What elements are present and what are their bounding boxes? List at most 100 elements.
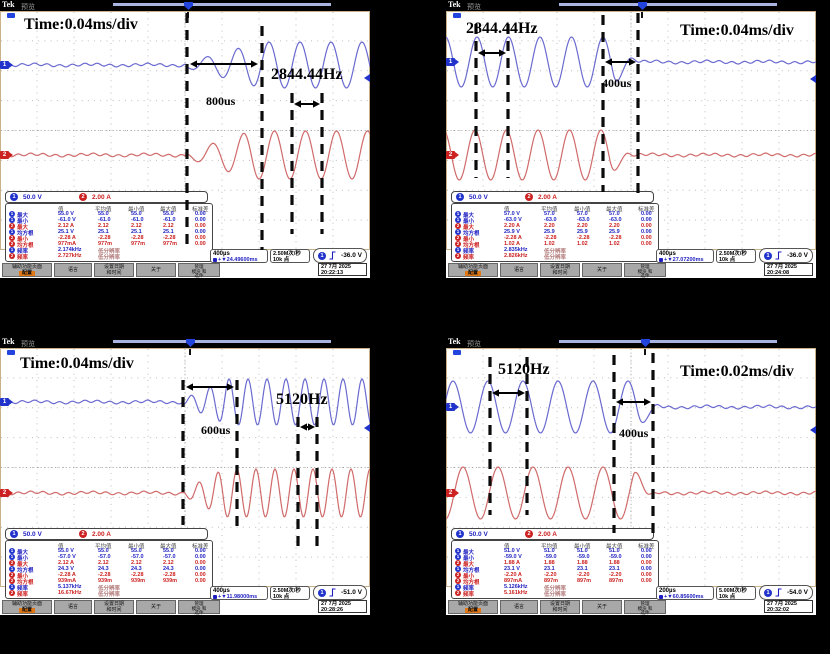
measurement-value: 低分辨率 — [544, 592, 567, 598]
channel-2-badge: 2 — [455, 572, 461, 578]
measurement-value: 0.00 — [195, 223, 206, 229]
menu-button-set-date-time[interactable]: 设置日期 和时间 — [540, 600, 580, 614]
measurement-value: 977m — [131, 241, 146, 247]
menu-button-language[interactable]: 语言 — [54, 600, 92, 614]
channel-2-badge: 2 — [455, 235, 461, 241]
menu-button-set-date-time[interactable]: 设置日期 和时间 — [94, 263, 134, 277]
measurement-value: -57.0 V — [58, 554, 76, 560]
menu-button-set-date-time[interactable]: 设置日期 和时间 — [94, 600, 134, 614]
menu-button-manage-label-3: 选件 — [640, 610, 650, 615]
horizontal-position-value: +▼24.49600ms — [218, 257, 258, 263]
table-header-cell: 最大值 — [606, 544, 623, 550]
trigger-source-badge: 1 — [764, 251, 772, 260]
menu-button-language[interactable]: 语言 — [500, 263, 538, 277]
menu-button-about[interactable]: 关于 — [582, 600, 622, 614]
table-header-cell: 标准差 — [192, 207, 209, 213]
measurement-value: 0.00 — [641, 578, 652, 584]
sample-rate-readout: 2.50M次/秒 10k 点 — [270, 586, 310, 600]
date-value: 27 7月 2025 — [767, 264, 797, 270]
measurement-name: 频率 — [463, 586, 475, 592]
measurement-value: 25.1 V — [58, 229, 74, 235]
menu-button-utility[interactable]: 辅助功能页面 配置 — [2, 600, 52, 614]
measurement-value: -61.0 — [163, 217, 176, 223]
menu-button-about[interactable]: 关于 — [582, 263, 622, 277]
measurement-value: -57.0 — [98, 554, 111, 560]
measurement-value: -63.0 — [544, 217, 557, 223]
measurement-name: 频率 — [17, 255, 29, 261]
menu-button-about[interactable]: 关于 — [136, 600, 176, 614]
menu-button-utility-label: 辅助功能页面 — [457, 601, 488, 607]
measurement-value: 977m — [98, 241, 113, 247]
channel-1-scale-label: 50.0 V — [469, 530, 488, 538]
measurement-value: 939mA — [58, 578, 77, 584]
menu-button-date-label-2: 和时间 — [106, 606, 122, 613]
trigger-slope-icon — [329, 251, 336, 260]
measurement-value: -61.0 V — [58, 217, 76, 223]
measurement-value: 1.88 A — [504, 560, 521, 566]
menu-button-utility[interactable]: 辅助功能页面 配置 — [448, 263, 498, 277]
menu-button-manage-modules[interactable]: 管理 模块 和 选件 — [178, 600, 220, 615]
channel-1-badge: 1 — [10, 530, 18, 538]
measurement-value: 2.12 — [163, 223, 174, 229]
menu-button-utility[interactable]: 辅助功能页面 配置 — [448, 600, 498, 614]
table-header-cell: 平均值 — [541, 544, 558, 550]
measurement-value: 977m — [163, 241, 178, 247]
measurement-name: 最小 — [17, 237, 29, 243]
measurement-value: -2.28 — [131, 235, 144, 241]
record-length-value: 10k 点 — [719, 594, 736, 600]
measurement-value: 57.0 — [577, 211, 588, 217]
table-header-cell: 值 — [58, 207, 64, 213]
date-value: 27 7月 2025 — [321, 264, 351, 270]
channel-2-badge: 2 — [9, 235, 15, 241]
measurement-value: 57.0 V — [504, 211, 520, 217]
menu-button-date-label-1: 设置日期 — [549, 601, 570, 607]
menu-button-set-date-time[interactable]: 设置日期 和时间 — [540, 263, 580, 277]
measurement-value: 55.0 — [98, 548, 109, 554]
record-length-value: 10k 点 — [273, 594, 290, 600]
measurement-value: -2.28 A — [58, 235, 76, 241]
channel-1-badge: 1 — [9, 554, 15, 560]
menu-button-manage-modules[interactable]: 管理 模块 和 选件 — [178, 263, 220, 278]
menu-button-about[interactable]: 关于 — [136, 263, 176, 277]
menu-button-language[interactable]: 语言 — [54, 263, 92, 277]
acquisition-mode-label: 预览 — [21, 340, 35, 348]
table-header-cell: 最大值 — [160, 544, 177, 550]
measurement-value: 1.02 A — [504, 241, 521, 247]
channel-1-position-marker: 1 — [446, 58, 459, 66]
menu-button-date-label-1: 设置日期 — [103, 601, 124, 607]
menu-button-manage-modules[interactable]: 管理 模块 和 选件 — [624, 263, 666, 278]
scope-top-bar: Tek 预览 — [446, 337, 816, 349]
table-header-cell: 平均值 — [95, 207, 112, 213]
timebase-readout: 400µs +▼11.98000ms — [210, 586, 268, 600]
menu-button-date-label-2: 和时间 — [106, 269, 122, 276]
measurement-value: 2.12 — [163, 560, 174, 566]
channel-2-position-marker: 2 — [446, 489, 459, 497]
menu-button-manage-label-1: 管理 — [194, 264, 204, 269]
channel-scale-readout: 1 50.0 V 2 2.00 A — [451, 528, 654, 540]
menu-button-utility-label: 辅助功能页面 — [11, 264, 42, 270]
menu-button-config-label: 配置 — [18, 270, 35, 277]
measurement-name: 最大 — [463, 562, 475, 568]
measurement-value: 2.20 A — [504, 223, 521, 229]
timebase-value: 400µs — [659, 251, 676, 257]
timebase-value: 400µs — [213, 588, 230, 594]
trigger-source-badge: 1 — [318, 251, 326, 260]
measurement-value: -2.28 — [98, 235, 111, 241]
measurement-value: 1.02 — [609, 241, 620, 247]
channel-1-badge: 1 — [455, 247, 461, 253]
channel-scale-readout: 1 50.0 V 2 2.00 A — [451, 191, 654, 203]
date-time-display: 27 7月 2025 20:22:13 — [318, 263, 367, 276]
measurement-value: 0.00 — [641, 229, 652, 235]
menu-button-utility[interactable]: 辅助功能页面 配置 — [2, 263, 52, 277]
channel-scale-readout: 1 50.0 V 2 2.00 A — [5, 191, 208, 203]
horizontal-position-value: +▼27.07200ms — [664, 257, 704, 263]
menu-button-manage-modules[interactable]: 管理 模块 和 选件 — [624, 600, 666, 615]
measurement-row: 2 最小 -2.28 A -2.28 -2.28 -2.28 0.00 — [6, 235, 212, 243]
measurement-value: 2.174kHz — [58, 247, 82, 253]
measurement-value: 低分辨率 — [544, 255, 567, 261]
menu-button-manage-label-1: 管理 — [640, 264, 650, 269]
menu-button-language[interactable]: 语言 — [500, 600, 538, 614]
channel-1-badge: 1 — [456, 193, 464, 201]
measurement-value: 0.00 — [641, 572, 652, 578]
menu-button-manage-label-3: 选件 — [194, 610, 204, 615]
